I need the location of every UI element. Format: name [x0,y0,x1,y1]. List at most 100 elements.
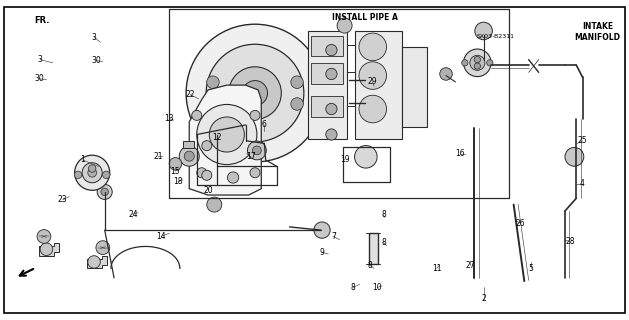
Text: 27: 27 [465,261,475,270]
Circle shape [326,68,337,80]
Text: 26: 26 [515,219,525,228]
Circle shape [314,222,330,238]
Circle shape [291,76,303,88]
Circle shape [192,110,202,120]
Text: 24: 24 [128,210,138,219]
Text: INTAKE
MANIFOLD: INTAKE MANIFOLD [574,22,621,42]
Text: 8: 8 [381,210,386,219]
Circle shape [207,98,219,110]
Circle shape [88,168,97,177]
Text: 8: 8 [381,238,386,247]
Circle shape [202,170,212,180]
Circle shape [462,60,468,66]
Text: 17: 17 [246,152,255,161]
Circle shape [89,165,96,172]
Circle shape [475,22,493,40]
Circle shape [359,33,387,61]
Text: 22: 22 [186,90,195,99]
Circle shape [207,197,222,212]
Bar [183,141,194,148]
Text: 14: 14 [156,232,166,241]
Circle shape [74,171,82,179]
Circle shape [82,163,102,183]
Text: 18: 18 [173,177,182,186]
Circle shape [169,157,182,170]
Circle shape [252,146,261,155]
Polygon shape [87,256,106,268]
Circle shape [97,184,112,199]
Text: 6: 6 [262,120,267,130]
Bar [402,47,427,126]
Circle shape [250,110,260,120]
Circle shape [359,62,387,89]
Circle shape [228,172,239,183]
Bar [369,233,378,264]
Text: 28: 28 [565,237,575,246]
Text: 25: 25 [577,136,587,145]
Text: 23: 23 [58,195,67,204]
Text: 19: 19 [340,156,349,164]
Circle shape [96,241,109,254]
Circle shape [474,63,481,69]
Text: 4: 4 [580,180,585,188]
Text: INSTALL PIPE A: INSTALL PIPE A [331,13,398,22]
Text: 8: 8 [367,261,372,270]
Circle shape [470,55,485,70]
Text: 20: 20 [203,186,213,195]
Circle shape [464,49,491,76]
Circle shape [103,171,110,179]
Circle shape [40,243,53,255]
Text: 15: 15 [170,167,181,176]
Circle shape [202,141,212,151]
Circle shape [88,256,100,268]
Bar [355,31,402,139]
Circle shape [197,104,257,164]
Circle shape [355,146,377,168]
Circle shape [179,146,199,166]
Text: 21: 21 [153,152,163,161]
Bar [311,96,343,117]
Circle shape [440,68,452,80]
Circle shape [565,148,584,166]
Circle shape [37,229,51,243]
Text: 1: 1 [81,156,85,164]
Text: 7: 7 [331,232,336,241]
Circle shape [247,141,266,160]
Text: 10: 10 [372,283,382,292]
Text: 5: 5 [528,264,533,273]
Text: 12: 12 [213,133,222,142]
Text: 30: 30 [34,74,44,83]
Circle shape [101,188,108,196]
Circle shape [184,151,194,161]
Circle shape [197,168,207,178]
Circle shape [326,103,337,115]
Circle shape [250,168,260,178]
Circle shape [291,98,303,110]
Circle shape [209,117,244,152]
Circle shape [229,67,281,119]
Polygon shape [189,85,261,195]
Circle shape [326,129,337,140]
Circle shape [242,81,267,106]
Text: FR.: FR. [35,16,50,25]
Circle shape [75,155,109,190]
Circle shape [359,95,387,123]
Circle shape [207,76,219,88]
Circle shape [337,18,352,33]
Text: SX03-B2311: SX03-B2311 [477,34,515,39]
Text: 3: 3 [92,33,96,42]
Text: 30: 30 [92,56,101,65]
Polygon shape [39,243,59,256]
Bar [311,63,343,84]
Bar [308,31,347,139]
Text: 8: 8 [351,283,356,292]
Circle shape [326,44,337,56]
Text: 3: 3 [38,55,43,64]
Circle shape [186,24,324,162]
Circle shape [206,44,304,142]
Circle shape [487,60,493,66]
Text: 2: 2 [481,294,486,303]
Circle shape [474,56,481,63]
Text: 9: 9 [320,248,325,257]
Text: 29: 29 [367,77,377,86]
